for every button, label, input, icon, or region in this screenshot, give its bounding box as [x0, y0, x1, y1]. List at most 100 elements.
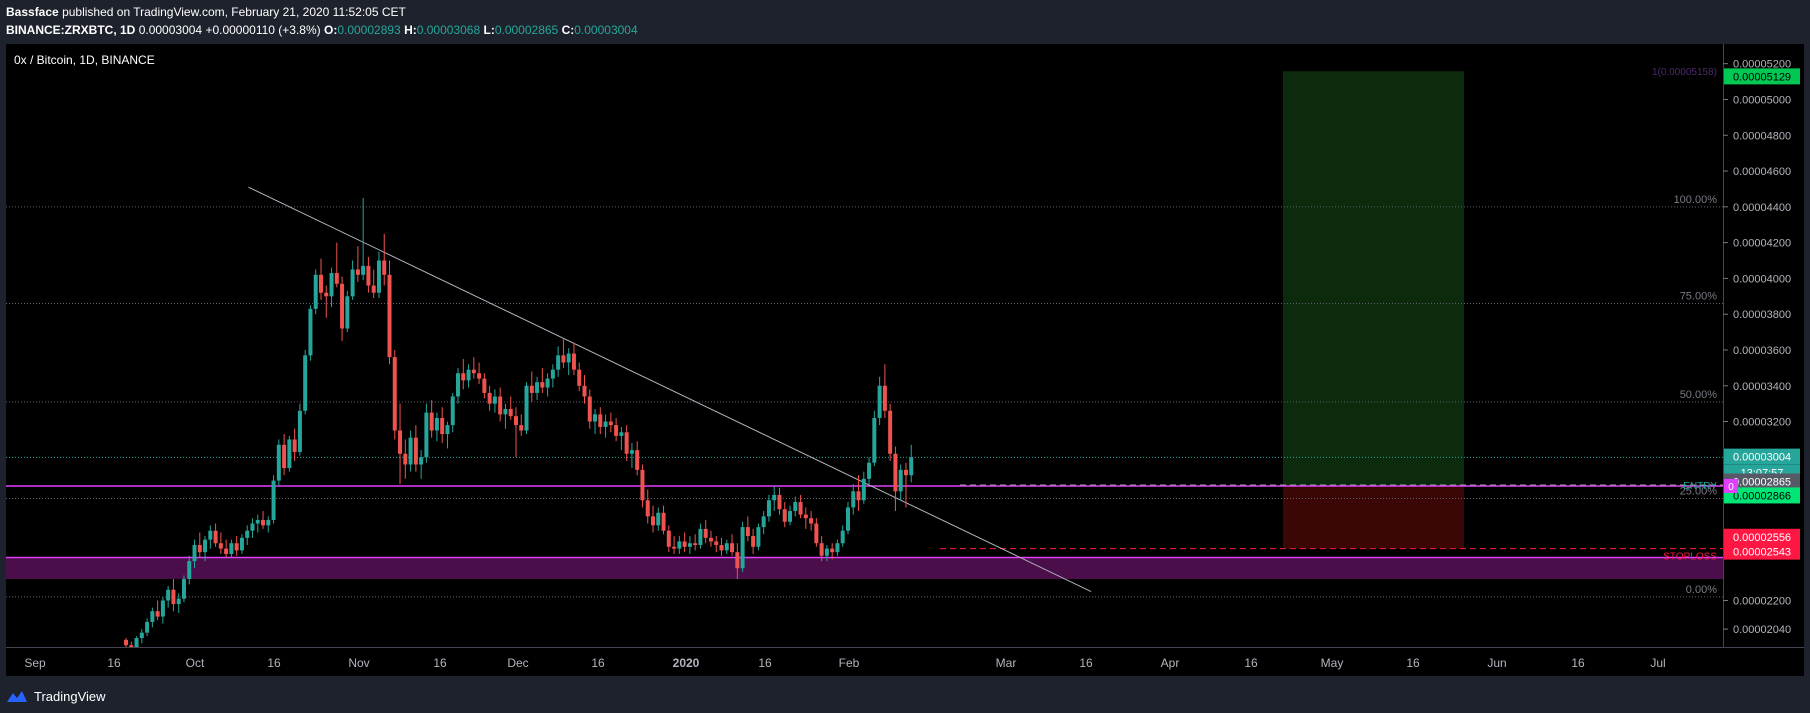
candle-body	[187, 561, 192, 580]
candle-body	[255, 519, 260, 524]
candle-body	[687, 543, 692, 547]
x-tick-label: 16	[591, 656, 605, 670]
candle-body	[181, 579, 186, 599]
tradingview-logo-icon	[7, 691, 27, 702]
candle-body	[340, 283, 345, 329]
candle-body	[324, 292, 329, 297]
candle-body	[355, 269, 360, 275]
candle-body	[819, 543, 824, 556]
candle-body	[445, 425, 450, 435]
candle-body	[329, 273, 334, 297]
published-text: published on TradingView.com, February 2…	[62, 5, 406, 19]
candle-body	[345, 296, 350, 329]
candle-body	[171, 589, 176, 605]
candle-body	[872, 417, 877, 463]
candle-body	[830, 548, 835, 553]
y-tick-label: 0.00003800	[1733, 309, 1791, 321]
candle-body	[303, 355, 308, 411]
candle-body	[150, 611, 155, 622]
candle-body	[798, 502, 803, 515]
y-tick-label: 0.00002040	[1733, 624, 1791, 636]
y-tick-label: 0.00004200	[1733, 238, 1791, 250]
open-label: O:	[323, 23, 338, 37]
candle-body	[856, 491, 861, 501]
candle-body	[645, 500, 650, 517]
fib-level-label: 25.00%	[1680, 485, 1718, 497]
publish-line: Bassface published on TradingView.com, F…	[6, 3, 1806, 21]
candle-body	[471, 369, 476, 374]
low-label: L:	[483, 23, 495, 37]
candle-body	[893, 453, 898, 492]
candle-body	[318, 274, 323, 293]
candle-body	[529, 385, 534, 393]
candle-body	[730, 543, 735, 553]
candle-body	[809, 518, 814, 524]
candle-body	[756, 527, 761, 547]
price-tag-bg	[1724, 528, 1800, 545]
candle-body	[614, 425, 619, 436]
candle-body	[466, 369, 471, 381]
candle-body	[424, 412, 429, 458]
symbol-label: BINANCE:ZRXBTC, 1D	[6, 23, 136, 37]
candle-body	[203, 539, 208, 553]
candle-body	[777, 494, 782, 510]
fib-level-label: 100.00%	[1674, 194, 1718, 206]
close-value: 0.00003004	[574, 23, 638, 37]
x-tick-label: Feb	[839, 656, 860, 670]
fib-level-label: 50.00%	[1680, 389, 1718, 401]
candle-body	[740, 527, 745, 569]
footer-brand[interactable]: TradingView	[6, 684, 106, 708]
candle-body	[313, 274, 318, 309]
y-tick-label: 0.00003200	[1733, 417, 1791, 429]
candle-body	[519, 425, 524, 431]
current-marker-label: 0	[1728, 482, 1734, 493]
candle-body	[498, 396, 503, 415]
x-tick-label: 16	[1406, 656, 1420, 670]
candle-body	[772, 494, 777, 501]
y-tick-label: 0.00002200	[1733, 595, 1791, 607]
candle-body	[640, 469, 645, 501]
candle-body	[492, 396, 497, 404]
y-tick-label: 0.00005000	[1733, 94, 1791, 106]
price-tags: 0.000051290.0000300413:07:570.000028650.…	[1724, 68, 1800, 560]
fib-top-label: 1(0.00005158)	[1652, 67, 1717, 78]
candle-body	[714, 541, 719, 546]
candle-body	[139, 632, 144, 639]
x-tick-label: 16	[433, 656, 447, 670]
y-tick-label: 0.00004600	[1733, 166, 1791, 178]
publisher-name[interactable]: Bassface	[6, 5, 59, 19]
candle-body	[524, 385, 529, 431]
x-tick-label: Sep	[24, 656, 46, 670]
candle-body	[577, 369, 582, 386]
x-tick-label: 16	[267, 656, 281, 670]
candle-body	[550, 369, 555, 379]
candle-body	[651, 516, 655, 526]
candle-body	[287, 439, 292, 469]
candle-body	[693, 543, 698, 546]
x-axis-labels: Sep 16 Oct 16 Nov 16 Dec 16 2020 16 Feb Mar 16 Apr 16 M…	[24, 656, 1665, 670]
candle-body	[197, 545, 202, 553]
candle-body	[229, 543, 234, 554]
candle-body	[245, 530, 250, 538]
candle-body	[434, 417, 439, 431]
candle-body	[487, 392, 492, 404]
candle-body	[724, 543, 729, 551]
support-zone	[6, 557, 1723, 580]
candle-body	[824, 548, 829, 556]
candle-body	[540, 382, 545, 388]
candle-body	[239, 537, 244, 551]
candle-body	[403, 453, 408, 465]
pair-title: 0x / Bitcoin, 1D, BINANCE	[14, 53, 155, 67]
candle-body	[666, 530, 671, 547]
time-axis[interactable]	[6, 647, 1804, 676]
candle-body	[835, 543, 840, 553]
candle-body	[682, 541, 687, 547]
candle-body	[656, 512, 661, 526]
candle-body	[608, 421, 613, 426]
candle-body	[766, 500, 771, 517]
candle-body	[566, 353, 571, 363]
candle-body	[366, 265, 371, 286]
x-tick-label: Jun	[1487, 656, 1506, 670]
high-value: 0.00003068	[416, 23, 481, 37]
